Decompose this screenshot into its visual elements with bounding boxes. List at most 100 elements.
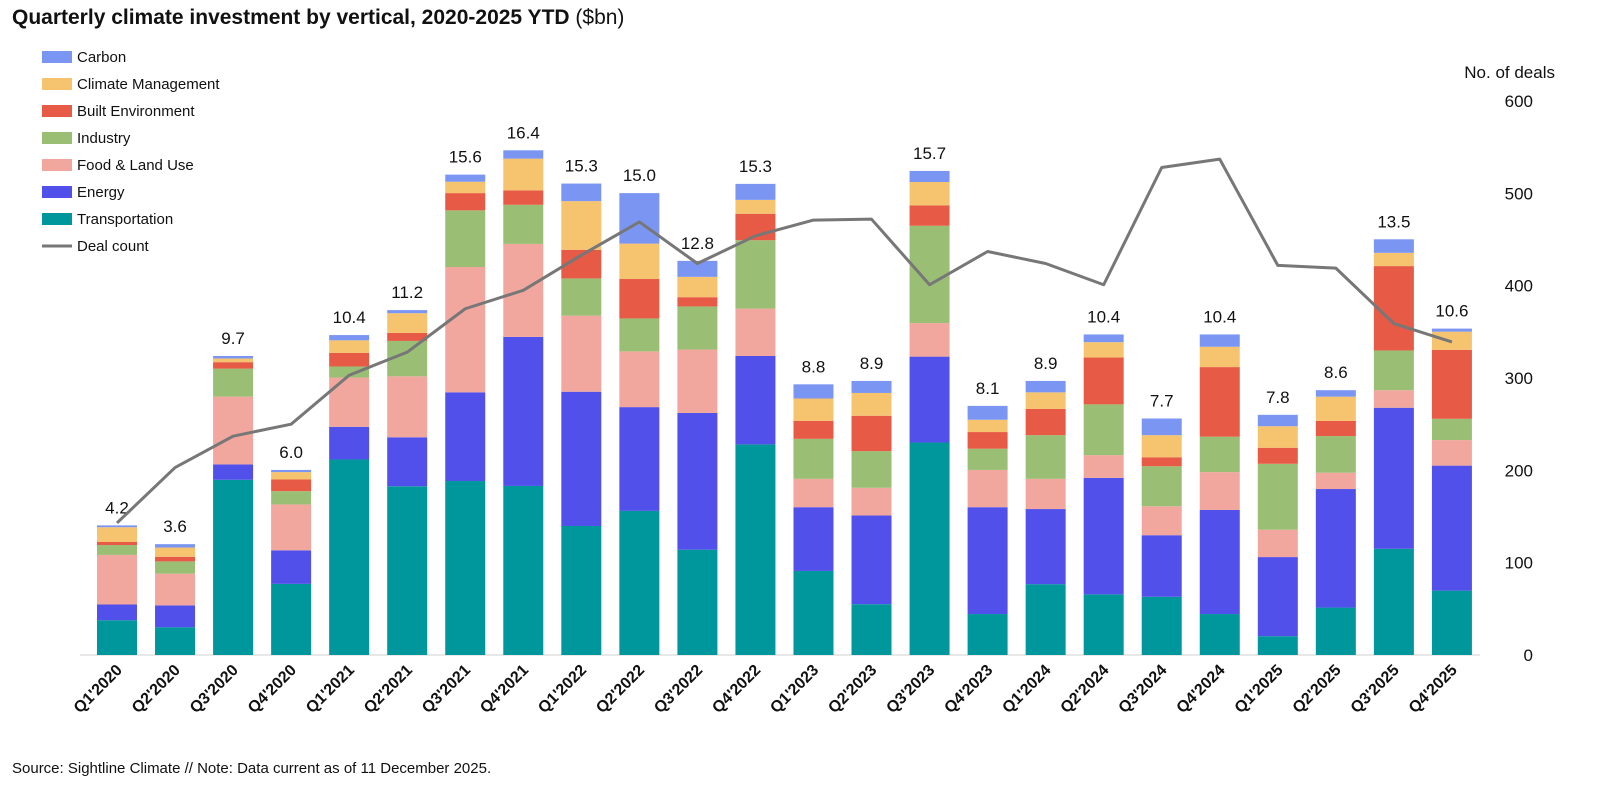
source-note: Source: Sightline Climate // Note: Data … — [12, 760, 492, 777]
legend: Carbon Climate Management Built Environmen… — [42, 49, 220, 255]
bar-segment-food-land-use — [1431, 440, 1472, 466]
bar-segment-climate-management — [1199, 346, 1240, 368]
x-tick-label: Q2'2025 — [1290, 662, 1345, 717]
legend-label: Deal count — [77, 238, 150, 255]
bar-segment-energy — [445, 392, 486, 482]
bar-segment-food-land-use — [1315, 472, 1356, 490]
bar-segment-energy — [97, 604, 137, 621]
right-axis-tick-label: 400 — [1505, 277, 1533, 296]
right-axis-tick-label: 500 — [1505, 184, 1533, 203]
bar-total-label: 3.6 — [163, 517, 187, 536]
legend-label: Transportation — [77, 211, 173, 228]
bar-segment-carbon — [445, 174, 486, 182]
bar-segment-carbon — [1025, 380, 1066, 393]
bar-segment-transportation — [1431, 590, 1472, 655]
bar-segment-climate-management — [271, 472, 312, 480]
bar-total-label: 11.2 — [391, 283, 423, 302]
bar-segment-built-environment — [1257, 447, 1298, 464]
bar-segment-built-environment — [155, 556, 196, 562]
x-tick-label: Q2'2021 — [361, 662, 416, 717]
right-axis-tick-label: 200 — [1505, 461, 1533, 480]
right-axis-tick-label: 300 — [1505, 369, 1533, 388]
bar-total-label: 7.7 — [1150, 392, 1174, 411]
bar-segment-food-land-use — [677, 349, 718, 413]
legend-swatch — [42, 132, 72, 144]
bar-stack — [387, 310, 428, 655]
bar-segment-industry — [97, 545, 137, 555]
bar-segment-transportation — [1141, 596, 1182, 655]
bar-segment-energy — [213, 464, 254, 480]
bar-segment-industry — [1315, 436, 1356, 473]
bar-stack — [561, 183, 602, 655]
bar-segment-built-environment — [1025, 408, 1066, 436]
bar-segment-transportation — [967, 614, 1008, 655]
x-tick-label: Q3'2023 — [883, 662, 938, 717]
bar-stack — [1315, 390, 1356, 655]
bar-stack — [1373, 239, 1414, 655]
legend-label: Food & Land Use — [77, 157, 194, 174]
legend-label: Built Environment — [77, 103, 195, 120]
bar-segment-energy — [271, 550, 312, 584]
bar-segment-transportation — [561, 525, 602, 655]
bar-segment-built-environment — [851, 415, 892, 452]
bar-stack — [445, 174, 486, 655]
bar-segment-industry — [1199, 436, 1240, 473]
bar-segment-built-environment — [619, 279, 660, 319]
bar-segment-climate-management — [793, 398, 834, 421]
bar-segment-built-environment — [1431, 349, 1472, 419]
x-tick-label: Q3'2024 — [1116, 662, 1171, 717]
bar-segment-climate-management — [503, 158, 544, 191]
bar-segment-industry — [445, 210, 486, 268]
bar-segment-climate-management — [1141, 435, 1182, 458]
bar-segment-carbon — [155, 544, 196, 548]
bar-segment-climate-management — [1083, 342, 1124, 358]
bar-stack — [213, 356, 254, 655]
bar-segment-carbon — [1257, 414, 1298, 427]
bar-segment-industry — [1083, 404, 1124, 456]
bar-segment-energy — [851, 515, 892, 605]
bar-total-label: 8.9 — [1034, 354, 1058, 373]
bar-segment-carbon — [97, 525, 137, 528]
bar-segment-carbon — [851, 380, 892, 393]
x-tick-label: Q1'2020 — [71, 662, 126, 717]
bar-stack — [1141, 418, 1182, 655]
bar-segment-carbon — [561, 183, 602, 202]
bar-segment-transportation — [1257, 636, 1298, 655]
legend-swatch — [42, 78, 72, 90]
bar-segment-built-environment — [1083, 357, 1124, 405]
bar-segment-transportation — [793, 570, 834, 655]
x-tick-label: Q2'2022 — [593, 662, 648, 717]
x-tick-label: Q4'2024 — [1174, 662, 1229, 717]
legend-label: Energy — [77, 184, 125, 201]
bar-segment-energy — [1315, 489, 1356, 608]
bar-segment-transportation — [1025, 584, 1066, 655]
bar-segment-carbon — [329, 335, 370, 341]
bar-stack — [619, 193, 660, 655]
bar-segment-energy — [1141, 535, 1182, 597]
x-tick-label: Q1'2022 — [535, 662, 590, 717]
bar-stack — [1199, 334, 1240, 655]
bar-segment-climate-management — [387, 313, 428, 333]
x-tick-label: Q4'2023 — [941, 662, 996, 717]
bar-segment-climate-management — [619, 243, 660, 280]
bar-segment-carbon — [1083, 334, 1124, 343]
bar-segment-climate-management — [909, 182, 950, 206]
bar-segment-energy — [1199, 509, 1240, 615]
bar-segment-transportation — [619, 510, 660, 655]
bar-segment-climate-management — [213, 358, 254, 363]
x-tick-label: Q1'2023 — [767, 662, 822, 717]
bar-stack — [1025, 380, 1066, 655]
bar-segment-energy — [1257, 557, 1298, 637]
bar-total-label: 15.3 — [565, 157, 598, 176]
bar-segment-transportation — [1373, 548, 1414, 655]
bar-segment-energy — [619, 407, 660, 511]
x-tick-label: Q1'2024 — [999, 662, 1054, 717]
right-axis-title: No. of deals — [1464, 63, 1555, 82]
bar-segment-climate-management — [1373, 252, 1414, 267]
bar-total-label: 8.1 — [976, 379, 1000, 398]
bar-segment-climate-management — [677, 276, 718, 298]
bar-segment-industry — [619, 318, 660, 352]
bar-total-label: 15.0 — [623, 166, 656, 185]
bar-segment-energy — [329, 426, 370, 460]
